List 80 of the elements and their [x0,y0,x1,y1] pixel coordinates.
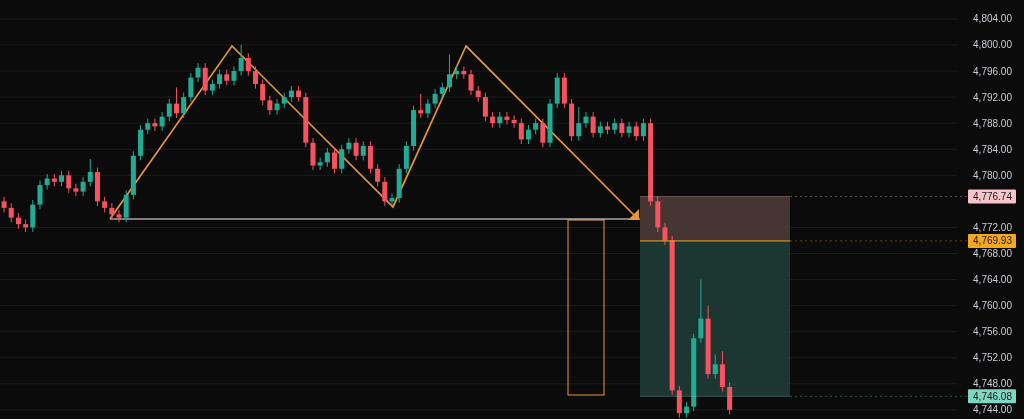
candlestick [719,350,725,393]
candlestick [389,193,395,207]
candlestick [195,62,201,83]
candlestick [382,176,388,207]
candlestick [367,140,373,174]
y-tick-label: 4,804.00 [973,13,1013,25]
candlestick [245,52,251,77]
candlestick [324,147,330,168]
candlestick [482,92,488,122]
y-tick-label: 4,752.00 [973,352,1013,364]
candlestick [511,114,517,129]
candlestick [633,121,639,142]
candlestick [188,72,194,103]
candlestick [619,118,625,138]
ref-line-label: 4,769.93 [973,235,1013,247]
candlestick [159,111,165,132]
candlestick [8,202,14,223]
candlestick [583,111,589,129]
candlestick [446,54,452,93]
y-tick-label: 4,756.00 [973,326,1013,338]
candlestick [332,147,338,174]
candlestick [310,137,316,171]
candlestick [260,79,266,106]
ref-line-label: 4,776.74 [973,191,1013,203]
candlestick [202,62,208,96]
candlestick [425,98,431,119]
candlestick [626,121,632,138]
y-tick-label: 4,796.00 [973,65,1013,77]
candlestick [698,279,704,344]
candlestick [173,86,179,119]
ref-line-label: 4,746.08 [973,390,1013,402]
candlestick [116,209,122,223]
y-tick-label: 4,772.00 [973,221,1013,233]
candlestick [267,95,273,116]
candlestick [590,111,596,138]
candlestick [252,65,259,90]
candlestick [375,163,381,187]
candlestick [30,199,36,233]
candlestick [80,176,86,197]
candlestick [231,65,237,86]
y-tick-label: 4,780.00 [973,169,1013,181]
candlestick [346,137,352,155]
candlestick [727,382,733,415]
candlestick [468,69,474,96]
y-tick-label: 4,792.00 [973,91,1013,103]
candlestick [1,196,7,213]
candlestick [152,118,158,132]
candlestick [640,118,646,142]
candlestick [432,88,438,109]
candlestick [181,92,187,119]
candlestick [66,170,72,194]
candlestick [504,111,510,125]
y-tick-label: 4,764.00 [973,274,1013,286]
candlestick [339,144,345,174]
candlestick [73,183,79,197]
candlestick [353,137,359,161]
candlestick [37,180,43,210]
y-tick-label: 4,784.00 [973,143,1013,155]
candlestick [518,118,524,145]
candlestick [662,222,668,246]
candlestick [274,98,280,116]
candlestick [525,124,531,145]
y-tick-label: 4,800.00 [973,39,1013,51]
candlestick [87,158,93,187]
y-tick-label: 4,768.00 [973,247,1013,259]
y-tick-label: 4,748.00 [973,378,1013,390]
candlestick [217,69,223,90]
y-tick-label: 4,760.00 [973,300,1013,312]
candlestick [123,189,129,223]
candlestick [238,44,244,77]
candlestick [166,98,172,122]
y-tick-label: 4,788.00 [973,117,1013,129]
candlestick [540,118,546,148]
candlestick [403,140,409,174]
candlestick [676,385,682,419]
y-tick-label: 4,744.00 [973,404,1013,416]
candlestick [360,140,366,161]
candlestick [576,106,582,142]
candlestick [418,93,424,119]
candlestick [712,353,718,380]
